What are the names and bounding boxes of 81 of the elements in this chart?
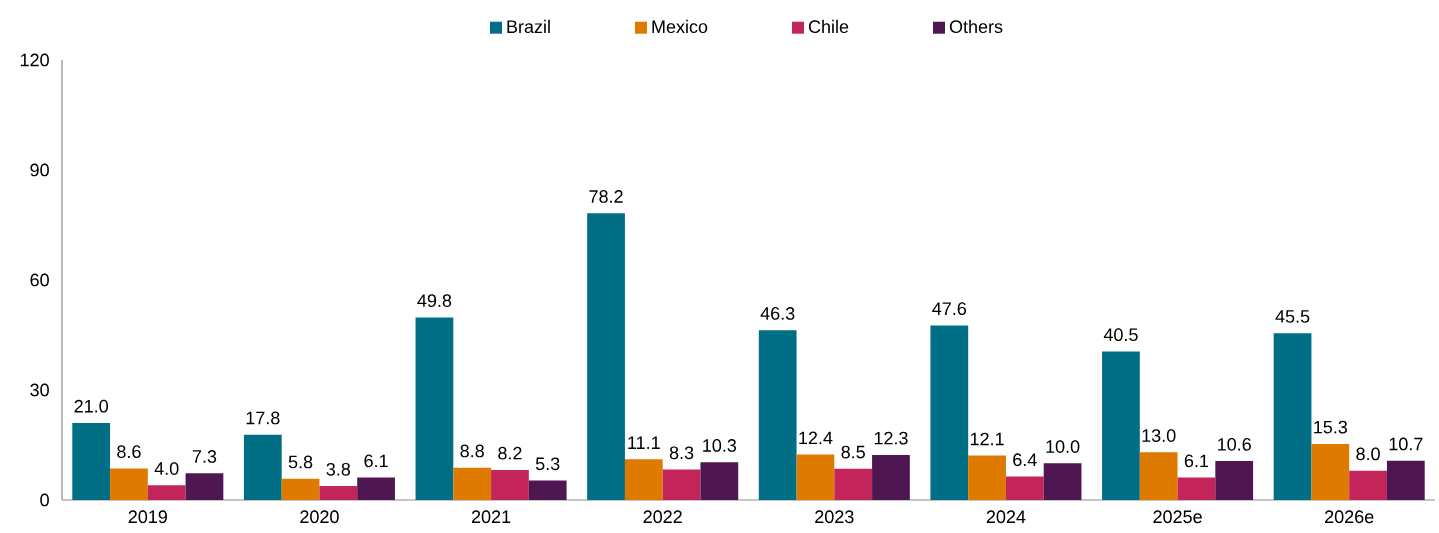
data-label: 10.3 [703, 439, 737, 452]
data-label: 8.3 [669, 446, 694, 460]
data-label: 12.4 [799, 431, 833, 445]
data-label: 6.1 [364, 454, 388, 468]
data-label: 45.5 [1275, 310, 1310, 323]
bar [968, 455, 1006, 500]
bar [1273, 333, 1312, 500]
x-tick-label: 2024 [986, 510, 1026, 524]
legend-label: Chile [808, 19, 849, 34]
data-label: 10.0 [1046, 440, 1080, 453]
x-tick-label: 2019 [128, 510, 167, 524]
bar [357, 477, 395, 500]
data-label: 11.1 [628, 436, 660, 449]
x-tick-label: 2023 [815, 510, 854, 524]
data-label: 47.6 [932, 302, 967, 316]
data-label: 78.2 [589, 190, 623, 203]
bar [1043, 463, 1082, 500]
bar [758, 330, 797, 500]
bar [185, 473, 224, 500]
legend-label: Brazil [507, 19, 550, 34]
legend-label: Others [949, 19, 1003, 34]
bar [700, 462, 739, 500]
data-label: 4.0 [154, 462, 179, 475]
bar [1349, 470, 1387, 500]
bar [110, 468, 148, 500]
bar [1102, 351, 1140, 500]
bar [243, 434, 282, 500]
data-label: 12.3 [874, 431, 908, 445]
data-label: 40.5 [1103, 328, 1138, 342]
y-tick-label: 120 [20, 53, 49, 67]
bar [872, 454, 910, 500]
data-label: 17.8 [246, 411, 280, 425]
y-tick-label: 90 [30, 163, 49, 177]
bar [415, 317, 454, 500]
data-label: 8.6 [117, 445, 141, 459]
data-label: 8.8 [460, 444, 484, 458]
data-label: 15.3 [1314, 420, 1348, 434]
bar [587, 213, 625, 500]
bar [491, 469, 529, 500]
bar [1139, 452, 1178, 500]
data-label: 6.1 [1184, 454, 1209, 468]
data-label: 46.3 [760, 307, 795, 320]
bar [147, 485, 186, 500]
x-tick-label: 2022 [643, 510, 682, 524]
data-label: 49.8 [417, 294, 452, 307]
bar [1386, 460, 1425, 500]
bar [662, 469, 701, 500]
bar [796, 454, 835, 500]
bar [453, 467, 492, 500]
data-label: 13.0 [1142, 429, 1176, 442]
data-label: 7.3 [192, 450, 217, 463]
data-label: 10.7 [1389, 437, 1423, 451]
bar [834, 468, 873, 500]
data-label: 5.3 [535, 457, 560, 471]
data-label: 12.1 [970, 432, 1004, 446]
bar [1005, 476, 1044, 500]
x-tick-label: 2026e [1325, 510, 1374, 524]
bar [1177, 477, 1216, 500]
data-label: 5.8 [288, 455, 313, 469]
data-label: 8.0 [1356, 447, 1380, 461]
x-tick-label: 2021 [471, 510, 511, 524]
bar [319, 486, 358, 500]
bar [624, 459, 663, 500]
data-label: 3.8 [326, 462, 351, 476]
bar [528, 480, 567, 500]
bar [72, 422, 111, 500]
data-label: 10.6 [1218, 437, 1251, 451]
bar [1311, 443, 1350, 500]
bar [1215, 461, 1254, 500]
x-tick-label: 2025e [1153, 510, 1202, 524]
bar [281, 478, 320, 500]
data-label: 6.4 [1013, 453, 1037, 467]
x-tick-label: 2020 [300, 510, 339, 524]
y-tick-label: 30 [30, 383, 49, 397]
data-label: 21.0 [74, 399, 109, 413]
bar [930, 325, 969, 500]
data-label: 8.2 [498, 446, 522, 460]
y-tick-label: 0 [40, 493, 49, 507]
data-label: 8.5 [841, 445, 865, 459]
legend-label: Mexico [652, 19, 708, 34]
y-tick-label: 60 [30, 273, 49, 287]
